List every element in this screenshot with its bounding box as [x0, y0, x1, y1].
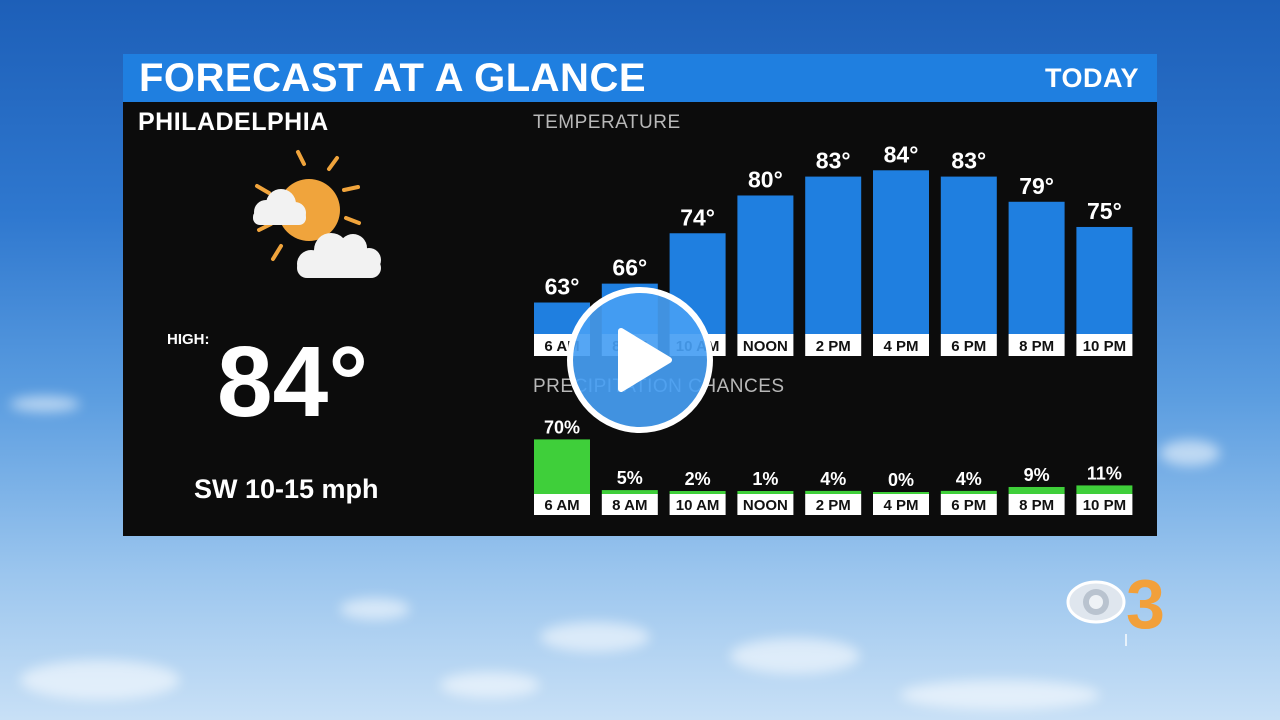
temperature-value-label: 83° [951, 148, 986, 174]
background-cloud [20, 660, 180, 700]
precipitation-value-label: 5% [617, 468, 643, 488]
precipitation-time-label: 2 PM [816, 497, 851, 514]
background-cloud [340, 598, 410, 620]
high-temperature: 84° [217, 326, 369, 438]
time-label-box [940, 494, 997, 515]
time-label-box [601, 494, 658, 515]
city-name: PHILADELPHIA [138, 108, 329, 136]
precipitation-bar [1008, 486, 1065, 494]
temperature-time-label: 4 PM [883, 338, 918, 355]
temperature-bar [1008, 201, 1065, 334]
temperature-value-label: 74° [680, 204, 715, 230]
precipitation-bar [873, 492, 929, 494]
precipitation-bar [1076, 485, 1133, 494]
time-label-box [737, 494, 794, 515]
period-label: TODAY [1044, 62, 1139, 93]
precipitation-chart: 70% 6 AM 5% 8 AM 2% 10 AM 1% NOON 4% 2 PM 0% 4 PM 4%… [534, 417, 1133, 515]
temperature-value-label: 66° [612, 255, 647, 281]
temperature-time-label: 8 PM [1019, 338, 1054, 355]
forecast-header: FORECAST AT A GLANCE TODAY [123, 54, 1157, 102]
time-label-box [805, 494, 862, 515]
precipitation-value-label: 4% [820, 469, 846, 489]
precipitation-bar [737, 491, 794, 494]
background-cloud [10, 396, 80, 412]
play-button[interactable] [567, 287, 713, 433]
temperature-value-label: 83° [816, 148, 851, 174]
precipitation-time-label: 10 PM [1083, 497, 1126, 514]
partly-sunny-icon [253, 150, 381, 278]
temperature-value-label: 75° [1087, 198, 1122, 224]
precipitation-value-label: 9% [1024, 465, 1050, 485]
temperature-value-label: 79° [1019, 173, 1054, 199]
precipitation-bar [534, 439, 590, 494]
background-cloud [1160, 440, 1220, 466]
temperature-bar [805, 176, 862, 334]
temperature-bar [1076, 226, 1133, 334]
temperature-bar [940, 176, 997, 334]
temperature-section-label: TEMPERATURE [533, 112, 681, 133]
precipitation-time-label: 6 AM [544, 497, 579, 514]
time-label-box [940, 334, 997, 356]
precipitation-value-label: 11% [1087, 463, 1122, 483]
precipitation-time-label: 6 PM [951, 497, 986, 514]
time-label-box [873, 334, 929, 356]
temperature-time-label: NOON [743, 338, 788, 355]
precipitation-time-label: 8 PM [1019, 497, 1054, 514]
background-cloud [730, 638, 860, 674]
temperature-value-label: 63° [545, 274, 580, 300]
precipitation-value-label: 0% [888, 470, 914, 490]
precipitation-time-label: 4 PM [883, 497, 918, 514]
temperature-bar [737, 195, 794, 334]
time-label-box [1008, 494, 1065, 515]
precipitation-time-label: 8 AM [612, 497, 647, 514]
temperature-time-label: 6 PM [951, 338, 986, 355]
temperature-value-label: 84° [884, 141, 919, 167]
precipitation-value-label: 2% [685, 469, 711, 489]
channel-number: 3 [1126, 568, 1165, 643]
time-label-box [534, 494, 590, 515]
precipitation-value-label: 1% [752, 469, 778, 489]
time-label-box [669, 494, 726, 515]
temperature-value-label: 80° [748, 166, 783, 192]
page-title: FORECAST AT A GLANCE [139, 55, 647, 100]
precipitation-bar [601, 490, 658, 494]
time-label-box [737, 334, 794, 356]
cbs-eye-icon [1066, 580, 1126, 624]
time-label-box [1076, 334, 1133, 356]
time-label-box [1008, 334, 1065, 356]
precipitation-bar [669, 491, 726, 494]
time-label-box [873, 494, 929, 515]
temperature-bar [873, 170, 929, 334]
precipitation-value-label: 4% [956, 469, 982, 489]
precipitation-value-label: 70% [544, 417, 580, 437]
temperature-time-label: 10 PM [1083, 338, 1126, 355]
high-label: HIGH: [167, 331, 210, 348]
precipitation-bar [940, 490, 997, 494]
temperature-time-label: 2 PM [816, 338, 851, 355]
time-label-box [1076, 494, 1133, 515]
background-cloud [900, 680, 1100, 710]
play-icon [618, 328, 672, 392]
time-label-box [805, 334, 862, 356]
forecast-panel: FORECAST AT A GLANCE TODAY PHILADELPHIA [123, 54, 1157, 536]
precipitation-time-label: 10 AM [676, 497, 720, 514]
precipitation-bar [805, 490, 862, 494]
wind-readout: SW 10-15 mph [194, 474, 379, 504]
cbs-logo: 3 [1066, 568, 1165, 646]
background-cloud [440, 672, 540, 698]
background-cloud [540, 622, 650, 652]
precipitation-time-label: NOON [743, 497, 788, 514]
